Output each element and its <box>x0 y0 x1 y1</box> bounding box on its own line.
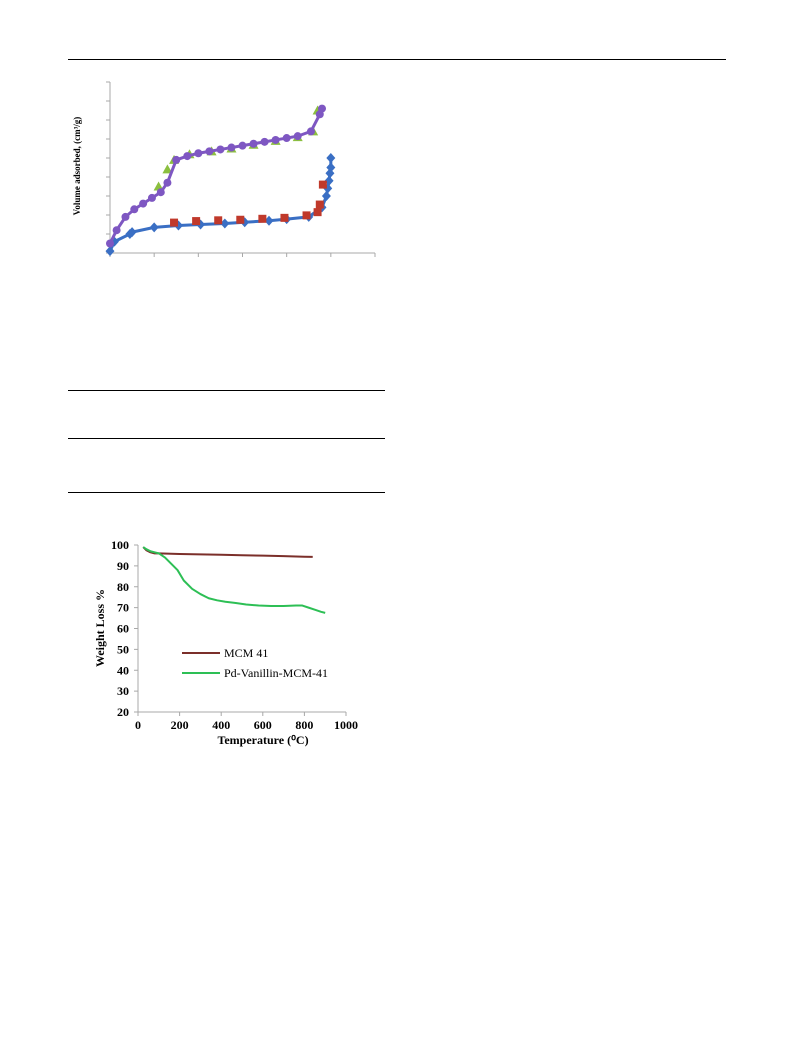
isotherm-series-1-point <box>315 200 324 209</box>
isotherm-series-1-point <box>258 214 267 223</box>
isotherm-series-3-point <box>227 143 236 152</box>
isotherm-series-3-point <box>183 152 192 161</box>
tga-y-axis-label: Weight Loss % <box>93 589 107 667</box>
tga-series <box>142 546 326 614</box>
isotherm-series-3-point <box>147 193 156 202</box>
isotherm-series-3-point <box>271 135 280 144</box>
tga-x-tick-label: 1000 <box>334 718 358 732</box>
isotherm-series-3-point <box>282 134 291 143</box>
isotherm-series-3-point <box>130 205 139 214</box>
tga-x-tick-label: 200 <box>171 718 189 732</box>
header-rule <box>68 59 726 60</box>
isotherm-series-3-point <box>249 139 258 148</box>
isotherm-series-3-point <box>139 199 148 208</box>
isotherm-series-3-point <box>260 137 269 146</box>
isotherm-series-3-point <box>194 149 203 158</box>
isotherm-series-3-point <box>293 132 302 141</box>
isotherm-series-0-point <box>321 191 331 201</box>
tga-x-tick-label: 800 <box>295 718 313 732</box>
isotherm-series-1-point <box>313 208 322 217</box>
isotherm-series-1-point <box>302 211 311 220</box>
isotherm-series-1-point <box>318 180 327 189</box>
isotherm-series-0-point <box>105 246 115 257</box>
isotherm-series-0-point <box>326 162 336 173</box>
tga-legend: MCM 41 Pd-Vanillin-MCM-41 <box>182 646 328 680</box>
isotherm-y-axis-label: Volume adsorbed, (cm³/g) <box>72 117 82 216</box>
isotherm-series-3-point <box>216 145 225 154</box>
tga-y-tick-label: 50 <box>117 642 129 656</box>
isotherm-series-3-point <box>156 188 165 197</box>
tga-y-tick-label: 70 <box>117 601 129 615</box>
table-top-rule <box>68 390 385 391</box>
isotherm-series-3-point <box>112 226 121 235</box>
isotherm-series-3-point <box>318 104 326 113</box>
tga-x-tick-label: 600 <box>254 718 272 732</box>
isotherm-series-3-point <box>106 239 114 248</box>
table-bottom-rule <box>68 492 385 493</box>
isotherm-series-3-point <box>306 127 315 136</box>
tga-y-tick-label: 80 <box>117 580 129 594</box>
isotherm-series-0-point <box>326 153 336 163</box>
tga-y-tick-label: 40 <box>117 663 129 677</box>
isotherm-series-3-point <box>163 178 172 187</box>
isotherm-series-1-point <box>236 215 245 224</box>
isotherm-series <box>105 104 336 257</box>
isotherm-series-3-point <box>205 147 214 156</box>
tga-x-tick-label: 400 <box>212 718 230 732</box>
isotherm-series-3-point <box>121 212 130 221</box>
isotherm-series-1-point <box>280 213 289 222</box>
isotherm-series-2-point <box>162 164 173 174</box>
tga-series-1-line <box>142 546 326 614</box>
tga-y-tick-label: 90 <box>117 559 129 573</box>
tga-y-tick-label: 100 <box>111 538 129 552</box>
isotherm-series-0-point <box>264 215 274 226</box>
tga-y-tick-label: 60 <box>117 622 129 636</box>
tga-x-tick-label: 0 <box>135 718 141 732</box>
isotherm-series-1-point <box>170 218 179 227</box>
isotherm-series-1-point <box>192 217 201 226</box>
tga-y-tick-label: 20 <box>117 705 129 719</box>
tga-legend-label: Pd-Vanillin-MCM-41 <box>224 666 328 680</box>
isotherm-series-3-point <box>238 141 247 150</box>
isotherm-series-0-point <box>149 222 159 233</box>
tga-legend-label: MCM 41 <box>224 646 268 660</box>
table-middle-rule <box>68 438 385 439</box>
tga-axes: 0 200 400 600 800 1000 20 30 40 50 60 70 80 90 100 <box>111 538 358 732</box>
tga-y-tick-label: 30 <box>117 684 129 698</box>
tga-x-axis-label: Temperature (⁰C) <box>217 733 308 747</box>
isotherm-series-3-point <box>172 155 181 164</box>
isotherm-series-0-point <box>220 218 230 229</box>
isotherm-series-1-point <box>214 216 223 225</box>
tga-series-0-line <box>142 546 313 558</box>
isotherm-series-0-point <box>127 227 137 238</box>
